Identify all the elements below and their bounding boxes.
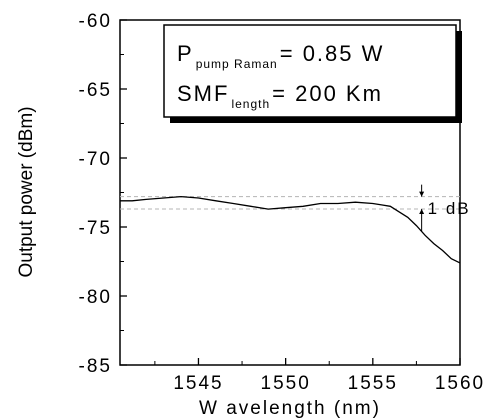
y-tick-label-3: -75 xyxy=(79,218,112,239)
x-axis-label: W avelength (nm) xyxy=(199,398,381,419)
y-axis: -60 -65 -70 -75 -80 -85 xyxy=(79,11,127,377)
annotation-line-smf: SMF length= 200 Km xyxy=(177,81,383,111)
series-line-0 xyxy=(120,195,461,264)
y-tick-label-2: -70 xyxy=(79,149,112,170)
x-tick-label-0: 1545 xyxy=(173,373,223,394)
x-axis: 1545 1550 1555 1560 xyxy=(154,358,485,394)
delta-arrowhead-upper xyxy=(419,191,425,197)
annotation-box-frame xyxy=(163,24,457,118)
y-tick-label-5: -85 xyxy=(79,356,112,377)
y-tick-label-4: -80 xyxy=(79,287,112,308)
x-tick-label-1: 1550 xyxy=(261,373,311,394)
x-tick-label-3: 1560 xyxy=(435,373,485,394)
series-layer xyxy=(120,195,461,264)
x-tick-label-2: 1555 xyxy=(348,373,398,394)
delta-annotation: 1 dB xyxy=(419,184,471,232)
y-axis-label: Output power (dBm) xyxy=(16,106,37,277)
y-tick-label-0: -60 xyxy=(79,11,112,32)
y-tick-label-1: -65 xyxy=(79,80,112,101)
delta-arrowhead-lower xyxy=(419,209,425,215)
delta-label: 1 dB xyxy=(428,199,471,218)
